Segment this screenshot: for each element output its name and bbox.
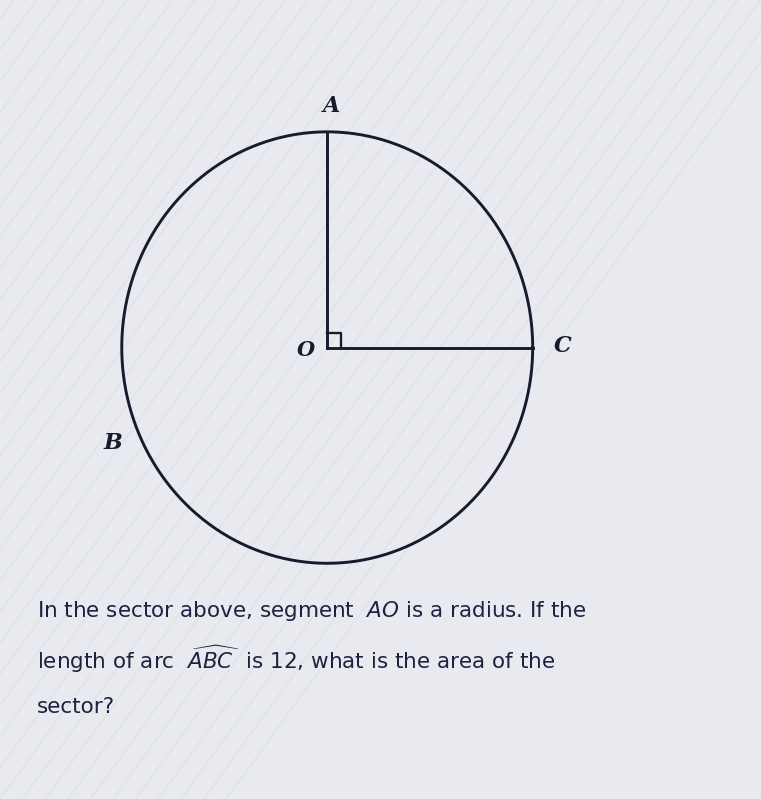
Text: B: B: [104, 432, 123, 455]
Text: O: O: [297, 340, 315, 360]
Text: C: C: [554, 335, 572, 357]
Text: sector?: sector?: [37, 697, 115, 718]
Text: length of arc  $\widehat{ABC}$  is 12, what is the area of the: length of arc $\widehat{ABC}$ is 12, wha…: [37, 643, 555, 675]
Text: A: A: [323, 95, 339, 117]
Text: In the sector above, segment  $\mathit{AO}$ is a radius. If the: In the sector above, segment $\mathit{AO…: [37, 599, 586, 623]
